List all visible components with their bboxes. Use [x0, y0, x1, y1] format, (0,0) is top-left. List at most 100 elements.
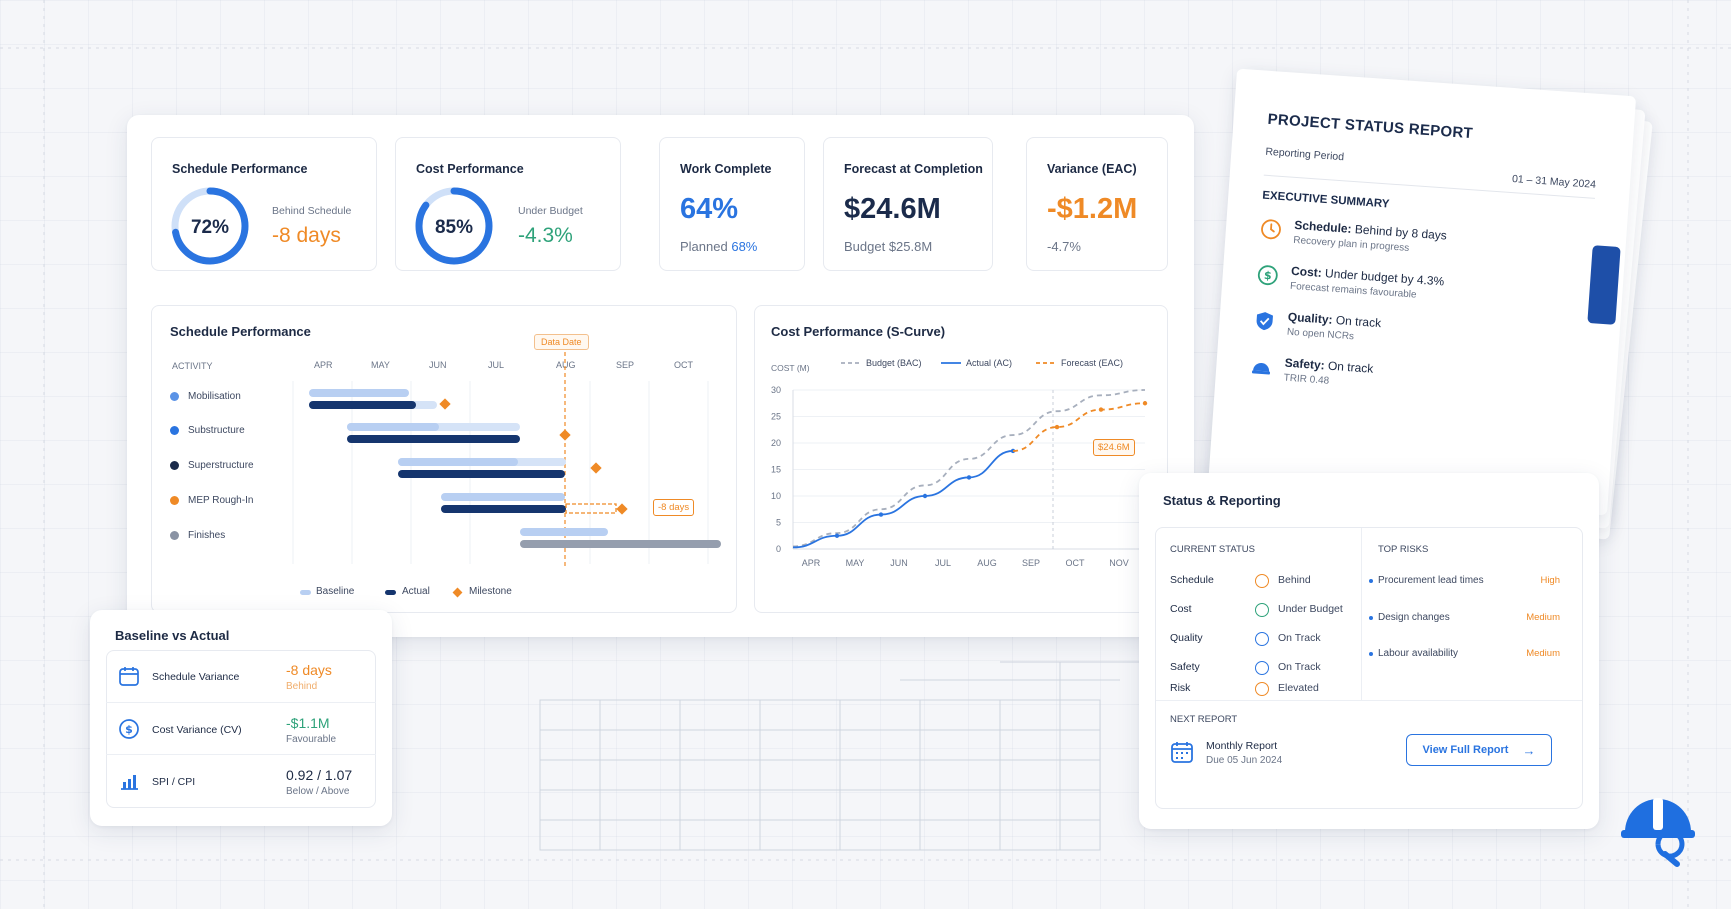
month-label: JUL [488, 360, 505, 370]
risk-bullet [1369, 616, 1373, 620]
report-period-row: Reporting Period 01 – 31 May 2024 [1263, 141, 1598, 199]
status-icon-on-track [1255, 632, 1269, 646]
kpi-status: Under Budget [518, 205, 583, 217]
scurve-title: Cost Performance (S-Curve) [771, 324, 946, 339]
milestone-marker [439, 398, 451, 410]
x-tick-label: MAY [846, 558, 865, 568]
activity-label: Superstructure [188, 460, 254, 471]
status-icon-behind [1255, 574, 1269, 588]
svg-text:$: $ [125, 723, 133, 736]
kpi-work-complete[interactable]: Work Complete 64% Planned 68% [659, 137, 805, 271]
x-tick-label: NOV [1109, 558, 1129, 568]
bva-name: Schedule Variance [152, 671, 240, 683]
item-head: Quality: [1287, 309, 1334, 327]
bva-sub: Favourable [286, 734, 337, 745]
planned-label: Planned [680, 239, 728, 254]
arrow-right-icon: → [1522, 742, 1536, 758]
risk-level: Medium [1526, 648, 1560, 659]
series-point [878, 512, 884, 517]
risk-name: Procurement lead times [1378, 575, 1484, 586]
bva-inner [106, 650, 376, 808]
kpi-value: 64% [680, 193, 739, 225]
actual-bar [520, 540, 721, 548]
chart-icon [121, 775, 138, 790]
month-label: MAY [371, 360, 390, 370]
status-icon-on-track [1255, 661, 1269, 675]
status-row-value: Under Budget [1278, 603, 1343, 615]
next-report-due: Due 05 Jun 2024 [1206, 755, 1283, 766]
gantt-bars [292, 352, 721, 568]
kpi-forecast[interactable]: Forecast at Completion $24.6M Budget $25… [823, 137, 993, 271]
legend-label: Actual (AC) [966, 358, 1012, 368]
month-label: OCT [674, 360, 693, 370]
view-full-report-button[interactable]: View Full Report → [1406, 734, 1552, 766]
item-head: Cost: [1290, 263, 1323, 280]
risk-bullet [1369, 579, 1373, 583]
data-date-badge: Data Date [534, 334, 589, 350]
series-line [1012, 402, 1146, 452]
kpi-delta: -8 days [272, 224, 341, 247]
status-row-value: On Track [1278, 632, 1321, 644]
report-paper[interactable]: PROJECT STATUS REPORT Reporting Period 0… [1207, 68, 1637, 516]
kpi-pct: -4.7% [1047, 239, 1081, 254]
activity-dot [170, 426, 179, 435]
month-label: AUG [556, 360, 576, 370]
y-tick-label: 10 [771, 491, 781, 501]
kpi-cost-performance[interactable]: Cost Performance 85% Under Budget -4.3% [395, 137, 621, 271]
ring-value: 85% [434, 217, 474, 238]
kpi-schedule-performance[interactable]: Schedule Performance 72% Behind Schedule… [151, 137, 377, 271]
item-head: Schedule: [1293, 217, 1353, 236]
milestone-marker [590, 462, 602, 474]
bva-row: $ Cost Variance (CV) -$1.1M Favourable [106, 702, 376, 754]
series-point [966, 475, 972, 480]
gantt-title: Schedule Performance [170, 324, 311, 339]
status-icon-elevated [1255, 682, 1269, 696]
series-point [1142, 401, 1148, 406]
bva-value: 0.92 / 1.07 [286, 767, 353, 783]
x-tick-label: SEP [1022, 558, 1040, 568]
risk-bullet [1369, 652, 1373, 656]
month-label: APR [314, 360, 333, 370]
period-label: Reporting Period [1264, 145, 1345, 164]
binder-clip [1587, 245, 1621, 325]
kpi-budget: Budget $25.8M [844, 239, 933, 254]
milestone-marker [616, 503, 628, 515]
kpi-variance[interactable]: Variance (EAC) -$1.2M -4.7% [1026, 137, 1168, 271]
baseline-bar [398, 458, 518, 466]
scurve-panel: Cost Performance (S-Curve) COST (M) 0 5 10… [754, 305, 1169, 613]
baseline-bar [309, 389, 409, 397]
activity-dot [170, 496, 179, 505]
item-text: On track [1335, 313, 1382, 331]
clock-icon [1261, 219, 1281, 240]
x-tick-label: AUG [977, 558, 997, 568]
actual-bar [441, 505, 566, 513]
x-tick-label: APR [802, 558, 821, 568]
y-tick-label: 0 [776, 544, 781, 554]
kpi-status: Behind Schedule [272, 205, 352, 217]
series-point [1054, 424, 1060, 430]
item-sub: No open NCRs [1286, 326, 1355, 343]
risk-name: Labour availability [1378, 648, 1459, 659]
bva-sub: Behind [286, 681, 318, 692]
forecast-extension [565, 503, 617, 514]
series-line [792, 450, 1014, 549]
hard-hat-icon [1251, 362, 1271, 375]
month-label: SEP [616, 360, 635, 370]
kpi-value: $24.6M [844, 193, 941, 225]
calendar-icon [119, 667, 139, 686]
status-divider-v [1361, 528, 1362, 700]
status-row-name: Safety [1170, 661, 1200, 673]
milestone-marker [559, 429, 571, 441]
summary-item: Schedule: Behind by 8 days Recovery plan… [1258, 216, 1592, 285]
activity-dot [170, 531, 179, 540]
status-icon-under-budget [1255, 603, 1269, 617]
current-status-heading: CURRENT STATUS [1170, 544, 1255, 555]
status-row-name: Quality [1170, 632, 1203, 644]
y-tick-label: 20 [771, 438, 781, 448]
next-report-heading: NEXT REPORT [1170, 714, 1238, 725]
actual-bar [398, 470, 565, 478]
status-row-value: Elevated [1278, 682, 1319, 694]
activity-dot [170, 461, 179, 470]
gantt-panel: Schedule Performance ACTIVITY APR MAY JU… [151, 305, 737, 613]
